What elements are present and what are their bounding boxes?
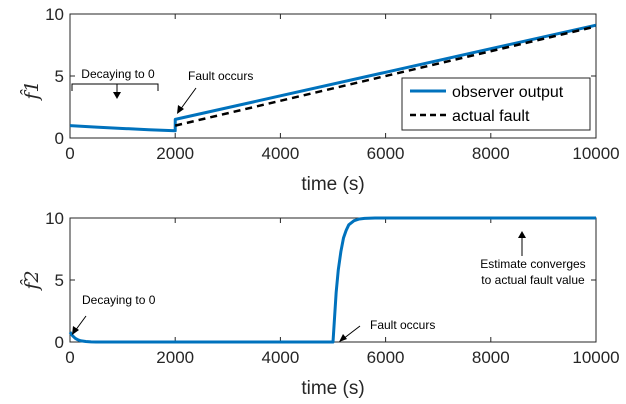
bottom-decay-arrowhead <box>72 326 79 335</box>
bottom-x-tick-label: 0 <box>65 348 74 367</box>
bottom-series-lines <box>68 216 596 344</box>
top-x-tick-label: 8000 <box>472 144 510 163</box>
bottom-x-tick-label: 2000 <box>156 348 194 367</box>
top-x-tick-label: 0 <box>65 144 74 163</box>
bottom-y-axis-label: f̂2 <box>20 270 43 291</box>
bottom-x-tick-label: 8000 <box>472 348 510 367</box>
bottom-annotation-converges-line1: Estimate converges <box>480 257 585 271</box>
legend-label-actual: actual fault <box>452 108 530 125</box>
bottom-fault-arrow <box>339 325 361 342</box>
top-fault-arrowhead <box>177 105 184 114</box>
top-annotation-decaying: Decaying to 0 <box>81 67 155 81</box>
bottom-decay-arrow <box>72 315 87 335</box>
bottom-y-tick-label: 10 <box>45 209 64 228</box>
top-y-tick-label: 10 <box>45 5 64 24</box>
top-series-lines <box>69 23 597 133</box>
top-x-axis-label: time (s) <box>301 174 364 195</box>
top-decay-arrowhead <box>113 92 121 99</box>
top-x-tick-label: 10000 <box>572 144 619 163</box>
bottom-decay-arrow-line <box>74 315 87 332</box>
top-y-axis-label: f̂1 <box>20 80 43 101</box>
top-annotation-fault: Fault occurs <box>188 69 253 83</box>
bottom-converge-arrowhead <box>518 231 526 238</box>
top-brace <box>71 83 159 99</box>
top-series-line-observer-output <box>69 23 597 133</box>
bottom-converge-arrow <box>518 231 526 256</box>
top-x-ticks: 0 2000 4000 6000 8000 10000 <box>65 14 620 163</box>
top-x-tick-label: 2000 <box>156 144 194 163</box>
bottom-x-tick-label: 10000 <box>572 348 619 367</box>
top-y-ticks: 0 5 10 <box>45 5 596 148</box>
bottom-y-ticks: 0 5 10 <box>45 209 596 352</box>
bottom-y-tick-label: 0 <box>55 333 64 352</box>
top-plot: 0 2000 4000 6000 8000 10000 0 5 10 f̂1 time (s)… <box>20 5 620 195</box>
top-x-tick-label: 4000 <box>261 144 299 163</box>
bottom-annotation-decaying: Decaying to 0 <box>82 293 156 307</box>
bottom-annotation-fault: Fault occurs <box>370 318 435 332</box>
bottom-x-tick-label: 6000 <box>367 348 405 367</box>
bottom-x-ticks: 0 2000 4000 6000 8000 10000 <box>65 218 620 367</box>
bottom-plot: 0 2000 4000 6000 8000 10000 0 5 10 f̂2 time (s)… <box>20 209 620 399</box>
bottom-fault-arrowhead <box>339 334 347 342</box>
top-series-line-actual-fault <box>174 25 597 127</box>
top-brace-shape <box>71 83 159 91</box>
bottom-series-line-0 <box>68 216 596 344</box>
bottom-x-axis-label: time (s) <box>301 378 364 399</box>
bottom-y-tick-label: 5 <box>55 271 64 290</box>
top-y-tick-label: 5 <box>55 67 64 86</box>
top-x-tick-label: 6000 <box>367 144 405 163</box>
top-fault-arrow <box>177 87 197 114</box>
legend-label-observer: observer output <box>452 84 564 101</box>
top-fault-arrow-line <box>179 87 197 111</box>
bottom-fault-arrow-line <box>342 325 361 340</box>
legend: observer output actual fault <box>401 77 591 131</box>
bottom-annotation-converges-line2: to actual fault value <box>481 273 585 287</box>
top-y-tick-label: 0 <box>55 129 64 148</box>
bottom-x-tick-label: 4000 <box>261 348 299 367</box>
legend-box <box>401 77 591 131</box>
